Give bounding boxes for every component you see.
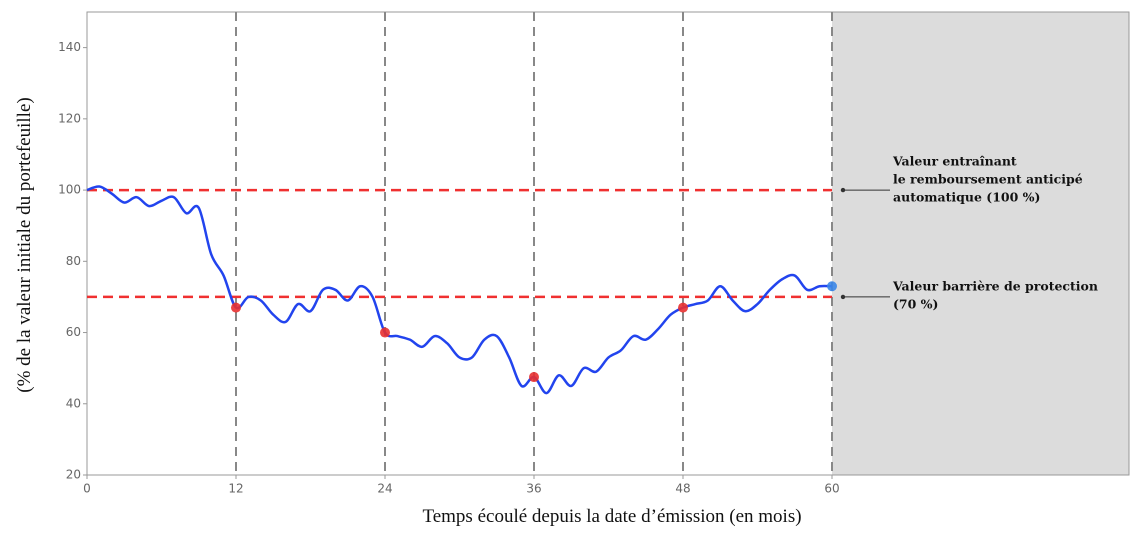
y-tick-label: 80 (66, 254, 81, 268)
annotation-arrow-head (840, 294, 846, 300)
observation-marker (678, 302, 688, 313)
x-tick-label: 0 (83, 482, 91, 496)
observation-marker (231, 302, 241, 313)
observation-marker (380, 327, 390, 338)
y-tick-label: 20 (66, 468, 81, 482)
x-tick-label: 12 (228, 482, 243, 496)
plot-frame (86, 11, 1130, 476)
y-tick-label: 100 (58, 183, 81, 197)
observation-marker (827, 281, 837, 292)
x-tick-label: 60 (824, 482, 839, 496)
x-tick-label: 36 (526, 482, 541, 496)
y-tick-label: 60 (66, 325, 81, 339)
y-tick-label: 40 (66, 396, 81, 410)
annotation-arrow-head (840, 187, 846, 193)
annotation-text: (70 %) (893, 296, 938, 311)
annotation-text: automatique (100 %) (893, 190, 1040, 205)
annotation-text: le remboursement anticipé (893, 172, 1083, 187)
y-tick-label: 120 (58, 111, 81, 125)
y-tick-label: 140 (58, 40, 81, 54)
x-tick-label: 48 (675, 482, 690, 496)
annotation-text: Valeur barrière de protection (892, 278, 1098, 293)
x-tick-label: 24 (377, 482, 392, 496)
future-region (832, 12, 1129, 475)
x-axis-title: Temps écoulé depuis la date d’émission (… (422, 506, 801, 527)
y-axis-title: (% de la valeur initiale du portefeuille… (14, 97, 35, 392)
observation-marker (529, 372, 539, 383)
annotation-text: Valeur entraînant (892, 154, 1017, 169)
series-line (86, 185, 833, 395)
